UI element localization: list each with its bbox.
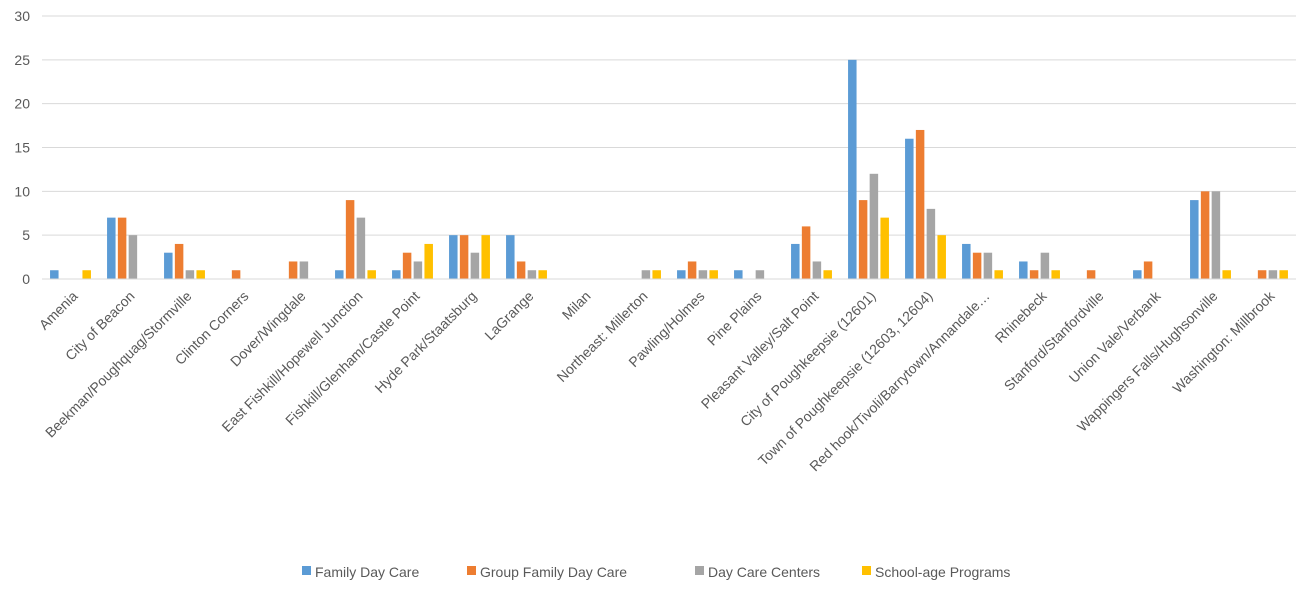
bar (82, 270, 91, 279)
legend-label: Day Care Centers (708, 564, 820, 580)
bar (812, 261, 822, 279)
bar (470, 252, 480, 279)
legend-swatch (695, 566, 704, 575)
bar (1143, 261, 1153, 279)
bar (972, 252, 982, 279)
x-tick-label: LaGrange (481, 288, 536, 343)
y-tick-label: 25 (14, 52, 30, 68)
x-tick-label: Amenia (36, 288, 81, 333)
bar (516, 261, 526, 279)
bar (481, 235, 490, 279)
legend-label: Family Day Care (315, 564, 419, 580)
legend-label: School-age Programs (875, 564, 1010, 580)
y-tick-label: 5 (22, 227, 30, 243)
legend-label: Group Family Day Care (480, 564, 627, 580)
bar (231, 270, 241, 279)
x-tick-label: Washington: Millbrook (1169, 287, 1278, 396)
bar (164, 252, 173, 279)
y-tick-label: 10 (14, 183, 30, 199)
bar (196, 270, 205, 279)
bar (367, 270, 376, 279)
bar (299, 261, 309, 279)
x-tick-label: Milan (559, 288, 594, 323)
bar (527, 270, 537, 279)
x-tick-label: Rhinebeck (992, 287, 1051, 346)
y-tick-label: 15 (14, 140, 30, 156)
bar (1190, 200, 1199, 279)
bar (915, 129, 925, 279)
bar (880, 217, 889, 279)
bar (983, 252, 993, 279)
bar (1222, 270, 1231, 279)
bar (709, 270, 718, 279)
bar (335, 270, 344, 279)
bar (994, 270, 1003, 279)
bar (823, 270, 832, 279)
bar (185, 270, 195, 279)
bar (791, 243, 800, 279)
x-tick-label: Pine Plains (704, 288, 765, 349)
legend: Family Day Care Group Family Day Care Day … (302, 564, 1010, 580)
bar (459, 235, 469, 279)
bar (107, 217, 116, 279)
bar (449, 235, 458, 279)
bar (641, 270, 651, 279)
legend-swatch (862, 566, 871, 575)
bar (345, 200, 355, 279)
bar (652, 270, 661, 279)
x-tick-label: Stanford/Stanfordville (1001, 288, 1107, 394)
bar (1019, 261, 1028, 279)
bar (905, 138, 914, 279)
bar (402, 252, 412, 279)
bar (538, 270, 547, 279)
bar (1051, 270, 1060, 279)
bars (50, 59, 1288, 280)
y-tick-label: 20 (14, 96, 30, 112)
bar (869, 173, 879, 279)
bar (1040, 252, 1050, 279)
bar (128, 235, 138, 279)
bar (288, 261, 298, 279)
y-tick-label: 30 (14, 8, 30, 24)
bar (962, 243, 971, 279)
x-tick-label: Pleasant Valley/Salt Point (698, 288, 822, 412)
y-tick-label: 0 (22, 271, 30, 287)
bar (848, 59, 857, 280)
bar (698, 270, 708, 279)
bar (801, 226, 811, 279)
bar (1211, 191, 1221, 279)
bar (926, 208, 936, 279)
x-tick-label: Hyde Park/Staatsburg (371, 288, 479, 396)
bar (734, 270, 743, 279)
bar (1029, 270, 1039, 279)
bar (117, 217, 127, 279)
bar (1200, 191, 1210, 279)
bar (1133, 270, 1142, 279)
legend-swatch (467, 566, 476, 575)
bar (755, 270, 765, 279)
bar (1279, 270, 1288, 279)
gridlines (42, 15, 1296, 236)
bar (506, 235, 515, 279)
bar (677, 270, 686, 279)
legend-swatch (302, 566, 311, 575)
bar (424, 243, 433, 279)
bar (687, 261, 697, 279)
y-axis-ticks: 0 5 10 15 20 25 30 (14, 8, 30, 287)
bar (1086, 270, 1096, 279)
bar (356, 217, 366, 279)
bar (937, 235, 946, 279)
bar (392, 270, 401, 279)
bar (1257, 270, 1267, 279)
bar (858, 200, 868, 279)
bar (413, 261, 423, 279)
bar (50, 270, 59, 279)
bar (174, 243, 184, 279)
bar (1268, 270, 1278, 279)
